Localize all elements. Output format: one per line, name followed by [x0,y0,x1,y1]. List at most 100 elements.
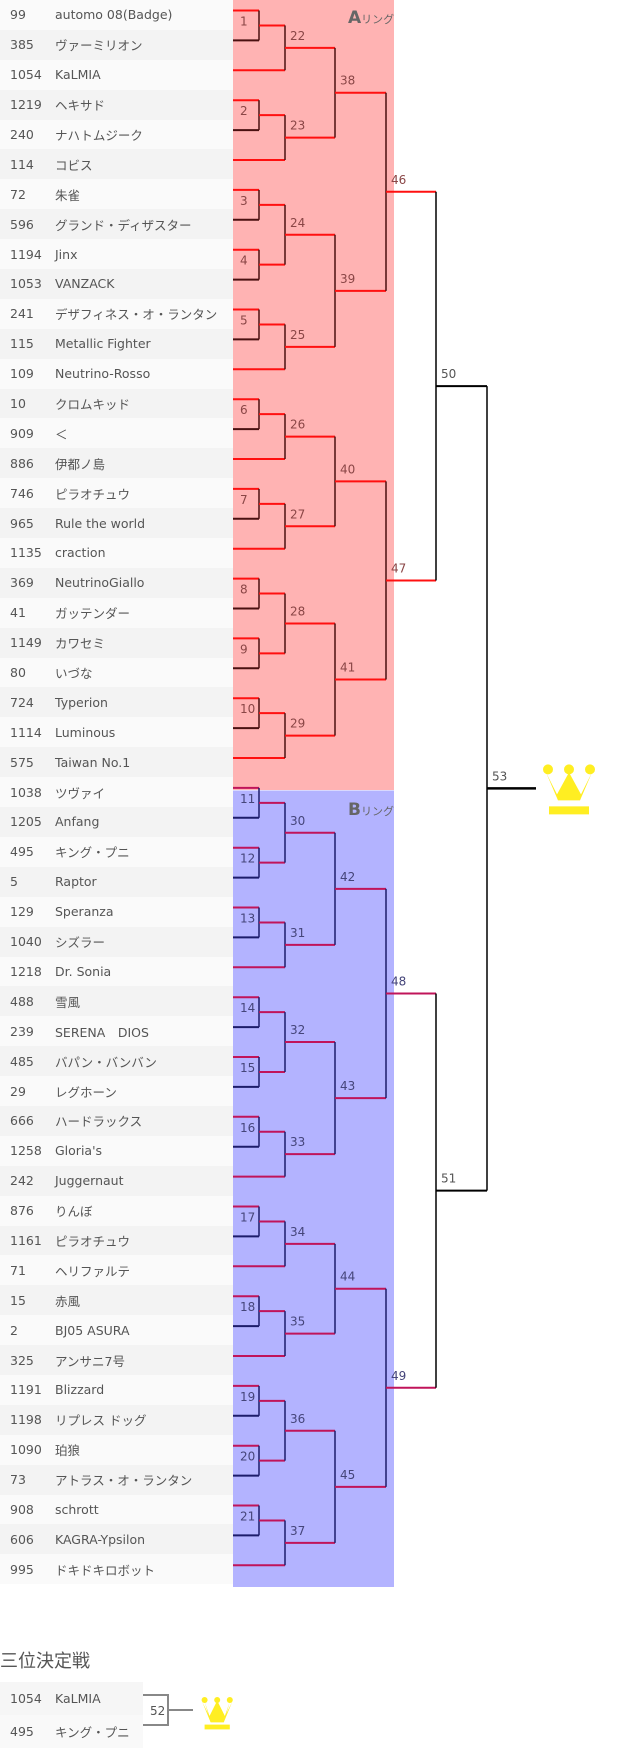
player-row: 41 ガッテンダー [0,597,233,628]
match-label-51: 51 [441,1172,456,1186]
match-label-26: 26 [290,418,305,432]
player-id: 746 [10,485,34,501]
player-name: schrott [55,1501,99,1517]
crown-icon [201,1697,233,1730]
match-label-49: 49 [391,1369,406,1383]
player-name: 伊都ノ島 [55,456,106,472]
match-label-31: 31 [290,926,305,940]
match-label-41: 41 [340,661,355,675]
player-id: 242 [10,1173,34,1189]
player-name: ヘリファルテ [55,1263,131,1279]
player-name: Typerion [55,694,108,710]
player-row: 965 Rule the world [0,508,233,539]
player-row: 1161 ピラオチュウ [0,1225,233,1256]
player-id: 5 [10,874,18,890]
player-row: 29 レグホーン [0,1076,233,1106]
player-row: 488 雪風 [0,986,233,1017]
match-label-39: 39 [340,272,355,286]
player-row: 114 コビス [0,149,233,180]
player-row: 325 アンサニ7号 [0,1345,233,1375]
player-name: BJ05 ASURA [55,1322,130,1338]
player-name: コビス [55,157,93,173]
match-label-42: 42 [340,870,355,884]
player-row: 73 アトラス・オ・ランタン [0,1464,233,1495]
player-name: クロムキッド [55,397,131,413]
player-id: 908 [10,1501,34,1517]
third-place-bracket: 52 [143,1694,233,1730]
match-label-28: 28 [290,604,305,618]
third-place-title: 三位決定戦 [0,1651,90,1672]
player-name: craction [55,545,106,561]
player-id: 15 [10,1292,26,1308]
player-name: ナハトムジーク [55,128,143,143]
player-row: 1191 Blizzard [0,1374,233,1405]
player-row: 724 Typerion [0,687,233,718]
match-label-14: 14 [240,1001,255,1015]
match-label-7: 7 [240,493,248,507]
player-id: 2 [10,1322,18,1338]
player-id: 909 [10,425,34,441]
match-label-25: 25 [290,328,305,342]
player-name: Taiwan No.1 [55,754,131,770]
player-name: VANZACK [55,276,115,292]
player-name: ヴァーミリオン [55,38,143,54]
match-label-22: 22 [290,29,305,43]
player-row: 71 ヘリファルテ [0,1255,233,1286]
player-row: 241 デザフィネス・オ・ランタン [0,298,233,329]
player-id: 1040 [10,934,42,950]
player-row: 5 Raptor [0,866,233,897]
player-id: 876 [10,1203,34,1219]
player-id: 1198 [10,1412,42,1428]
player-id: 1161 [10,1232,42,1248]
player-row: 666 ハードラックス [0,1105,233,1136]
match-label-19: 19 [240,1390,255,1404]
player-id: 73 [10,1472,26,1488]
player-id: 495 [10,1724,34,1739]
player-id: 495 [10,844,34,860]
player-name: ピラオチュウ [55,486,131,502]
player-row: 1114 Luminous [0,717,233,748]
match-label-36: 36 [290,1412,305,1426]
player-name: NeutrinoGiallo [55,575,145,591]
match-label-37: 37 [290,1524,305,1538]
match-label-11: 11 [240,792,255,806]
player-name: キング・プニ [55,1725,130,1740]
player-name: Juggernaut [55,1173,124,1189]
player-name: グランド・ディザスター [55,217,192,233]
match-label-12: 12 [240,852,255,866]
player-id: 369 [10,575,34,591]
player-name: ツヴァイ [55,785,106,801]
player-id: 965 [10,515,34,531]
player-id: 114 [10,156,34,172]
player-row: 80 いづな [0,657,233,688]
player-name: Jinx [55,246,78,262]
match-label-53: 53 [492,769,507,783]
player-name: KaLMIA [55,1691,101,1706]
player-name: Metallic Fighter [55,336,151,352]
player-id: 10 [10,396,26,412]
player-id: 1114 [10,724,42,740]
player-row: 908 schrott [0,1494,233,1525]
match-label-38: 38 [340,74,355,88]
player-name: Gloria's [55,1143,103,1159]
player-id: 239 [10,1023,34,1039]
player-name: 赤風 [55,1293,81,1309]
player-id: 71 [10,1262,26,1278]
match-label-48: 48 [391,974,406,988]
player-name: Speranza [55,904,114,920]
player-name: 朱雀 [55,187,81,203]
ring-a-label: Aリング [348,8,394,28]
match-label-6: 6 [240,403,248,417]
player-name: Neutrino-Rosso [55,366,151,382]
player-row: 15 赤風 [0,1285,233,1316]
third-place-list: 1054 KaLMIA 495 キング・プニ [0,1682,143,1748]
player-name: 珀狼 [55,1443,81,1459]
player-id: 1053 [10,276,42,292]
player-name: いづな [55,666,93,682]
match-label-33: 33 [290,1135,305,1149]
player-row: 369 NeutrinoGiallo [0,567,233,598]
ring-b-label: Bリング [348,800,394,820]
player-id: 1054 [10,1691,42,1706]
match-label-3: 3 [240,194,248,208]
player-row: 115 Metallic Fighter [0,328,233,359]
